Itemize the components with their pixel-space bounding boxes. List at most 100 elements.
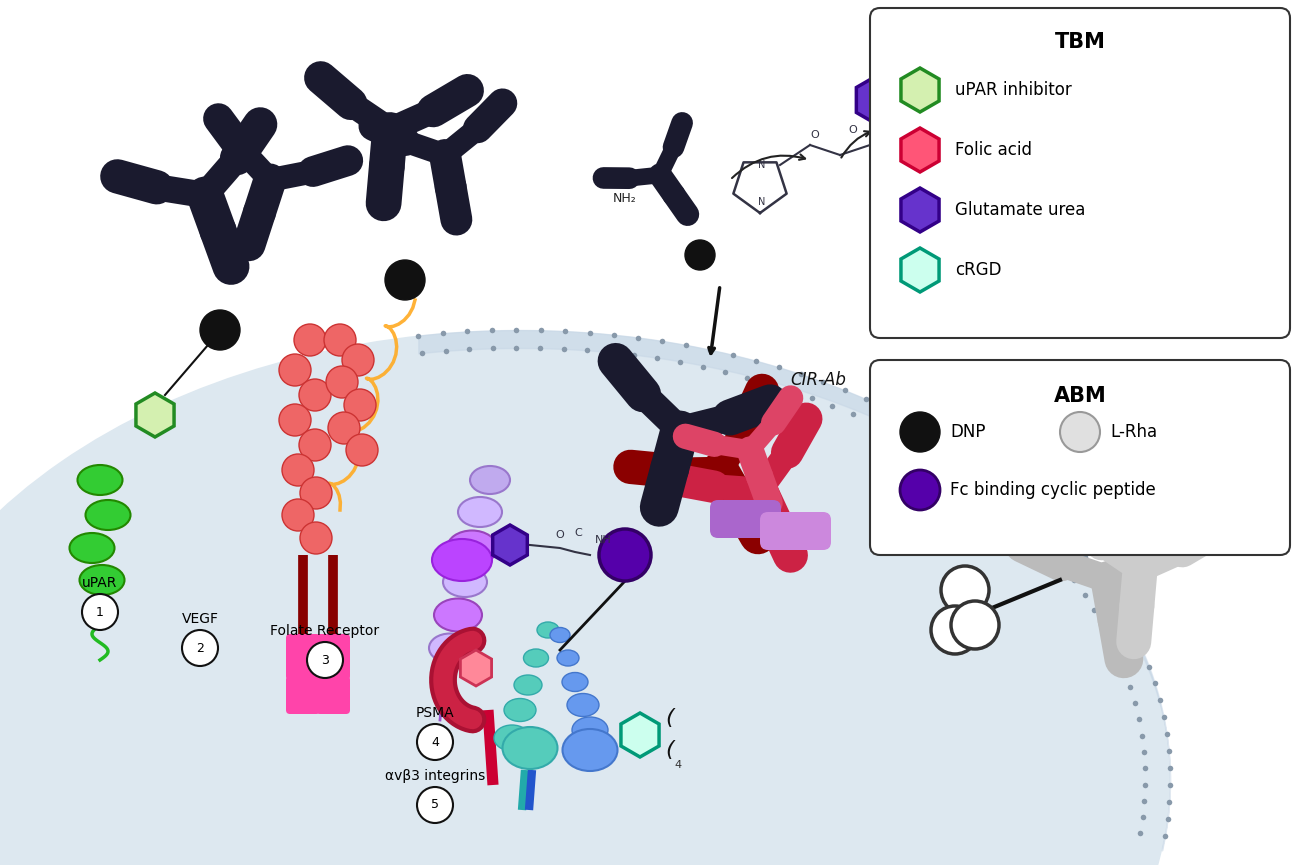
Ellipse shape bbox=[502, 727, 557, 769]
Circle shape bbox=[599, 529, 651, 581]
Circle shape bbox=[685, 240, 715, 270]
Text: Folic acid: Folic acid bbox=[955, 141, 1032, 159]
Polygon shape bbox=[900, 128, 940, 172]
Circle shape bbox=[294, 324, 326, 356]
Text: 4: 4 bbox=[675, 760, 681, 770]
Ellipse shape bbox=[77, 465, 123, 495]
Ellipse shape bbox=[435, 599, 482, 631]
Text: NH₂: NH₂ bbox=[613, 191, 637, 204]
Ellipse shape bbox=[432, 539, 492, 581]
Polygon shape bbox=[136, 393, 174, 437]
Circle shape bbox=[282, 454, 315, 486]
Ellipse shape bbox=[470, 466, 510, 494]
Circle shape bbox=[385, 260, 425, 300]
FancyBboxPatch shape bbox=[316, 634, 350, 680]
Circle shape bbox=[299, 429, 331, 461]
Text: O: O bbox=[556, 530, 564, 540]
Circle shape bbox=[328, 412, 360, 444]
Circle shape bbox=[307, 642, 343, 678]
Text: (: ( bbox=[666, 740, 675, 760]
Text: (: ( bbox=[666, 708, 675, 728]
Ellipse shape bbox=[572, 717, 608, 743]
Circle shape bbox=[1060, 412, 1100, 452]
FancyBboxPatch shape bbox=[760, 512, 831, 550]
Circle shape bbox=[342, 344, 375, 376]
Text: CIR-Ab: CIR-Ab bbox=[790, 371, 846, 389]
Text: uPAR inhibitor: uPAR inhibitor bbox=[955, 81, 1071, 99]
Circle shape bbox=[941, 566, 989, 614]
Polygon shape bbox=[461, 650, 492, 686]
Circle shape bbox=[300, 477, 331, 509]
FancyBboxPatch shape bbox=[316, 676, 350, 714]
Text: PSMA: PSMA bbox=[416, 706, 454, 720]
Text: TBM: TBM bbox=[1054, 32, 1105, 52]
Text: O: O bbox=[810, 130, 820, 140]
Ellipse shape bbox=[458, 497, 502, 527]
Ellipse shape bbox=[549, 627, 570, 643]
Text: αvβ3 integrins: αvβ3 integrins bbox=[385, 769, 485, 783]
Circle shape bbox=[200, 310, 240, 350]
Text: N: N bbox=[758, 160, 766, 170]
Circle shape bbox=[324, 324, 356, 356]
Text: O: O bbox=[848, 125, 857, 135]
Circle shape bbox=[900, 470, 940, 510]
Circle shape bbox=[282, 499, 315, 531]
Text: 2: 2 bbox=[196, 642, 204, 655]
Ellipse shape bbox=[0, 330, 1171, 865]
Text: VEGF: VEGF bbox=[181, 612, 218, 626]
Circle shape bbox=[930, 606, 979, 654]
Circle shape bbox=[181, 630, 218, 666]
Text: N: N bbox=[758, 197, 766, 207]
Circle shape bbox=[418, 724, 453, 760]
Circle shape bbox=[279, 404, 311, 436]
Text: DNP: DNP bbox=[950, 423, 985, 441]
Circle shape bbox=[418, 787, 453, 823]
Ellipse shape bbox=[536, 622, 559, 638]
Ellipse shape bbox=[429, 633, 471, 663]
Ellipse shape bbox=[566, 694, 599, 716]
Ellipse shape bbox=[523, 649, 548, 667]
Circle shape bbox=[951, 601, 1000, 649]
Text: C: C bbox=[574, 528, 582, 538]
Ellipse shape bbox=[514, 675, 542, 695]
FancyBboxPatch shape bbox=[870, 360, 1291, 555]
Polygon shape bbox=[900, 188, 940, 232]
Circle shape bbox=[279, 354, 311, 386]
Ellipse shape bbox=[504, 699, 536, 721]
FancyBboxPatch shape bbox=[710, 500, 780, 538]
Text: 1: 1 bbox=[97, 606, 104, 618]
Text: CIR: CIR bbox=[920, 171, 947, 189]
Polygon shape bbox=[900, 68, 940, 112]
Ellipse shape bbox=[69, 533, 115, 563]
Ellipse shape bbox=[448, 530, 497, 566]
Ellipse shape bbox=[562, 672, 589, 691]
FancyBboxPatch shape bbox=[286, 676, 320, 714]
Text: Folate Receptor: Folate Receptor bbox=[270, 624, 380, 638]
Polygon shape bbox=[856, 75, 899, 125]
Ellipse shape bbox=[442, 567, 487, 597]
Circle shape bbox=[300, 522, 331, 554]
Polygon shape bbox=[900, 248, 940, 292]
Ellipse shape bbox=[86, 500, 130, 530]
Text: 4: 4 bbox=[431, 735, 438, 748]
Ellipse shape bbox=[557, 650, 579, 666]
Text: cRGD: cRGD bbox=[955, 261, 1001, 279]
Text: 3: 3 bbox=[321, 653, 329, 667]
Circle shape bbox=[299, 379, 331, 411]
Circle shape bbox=[326, 366, 358, 398]
Circle shape bbox=[346, 434, 378, 466]
Text: ABM: ABM bbox=[1053, 386, 1107, 406]
Circle shape bbox=[82, 594, 117, 630]
FancyBboxPatch shape bbox=[286, 634, 320, 680]
Ellipse shape bbox=[562, 729, 617, 771]
Text: 5: 5 bbox=[431, 798, 438, 811]
Ellipse shape bbox=[495, 725, 530, 751]
Text: NH: NH bbox=[595, 535, 612, 545]
Polygon shape bbox=[621, 713, 659, 757]
Text: Glutamate urea: Glutamate urea bbox=[955, 201, 1086, 219]
FancyBboxPatch shape bbox=[870, 8, 1291, 338]
Circle shape bbox=[900, 412, 940, 452]
Text: L-Rha: L-Rha bbox=[1111, 423, 1158, 441]
Polygon shape bbox=[493, 525, 527, 565]
Text: uPAR: uPAR bbox=[82, 576, 117, 590]
